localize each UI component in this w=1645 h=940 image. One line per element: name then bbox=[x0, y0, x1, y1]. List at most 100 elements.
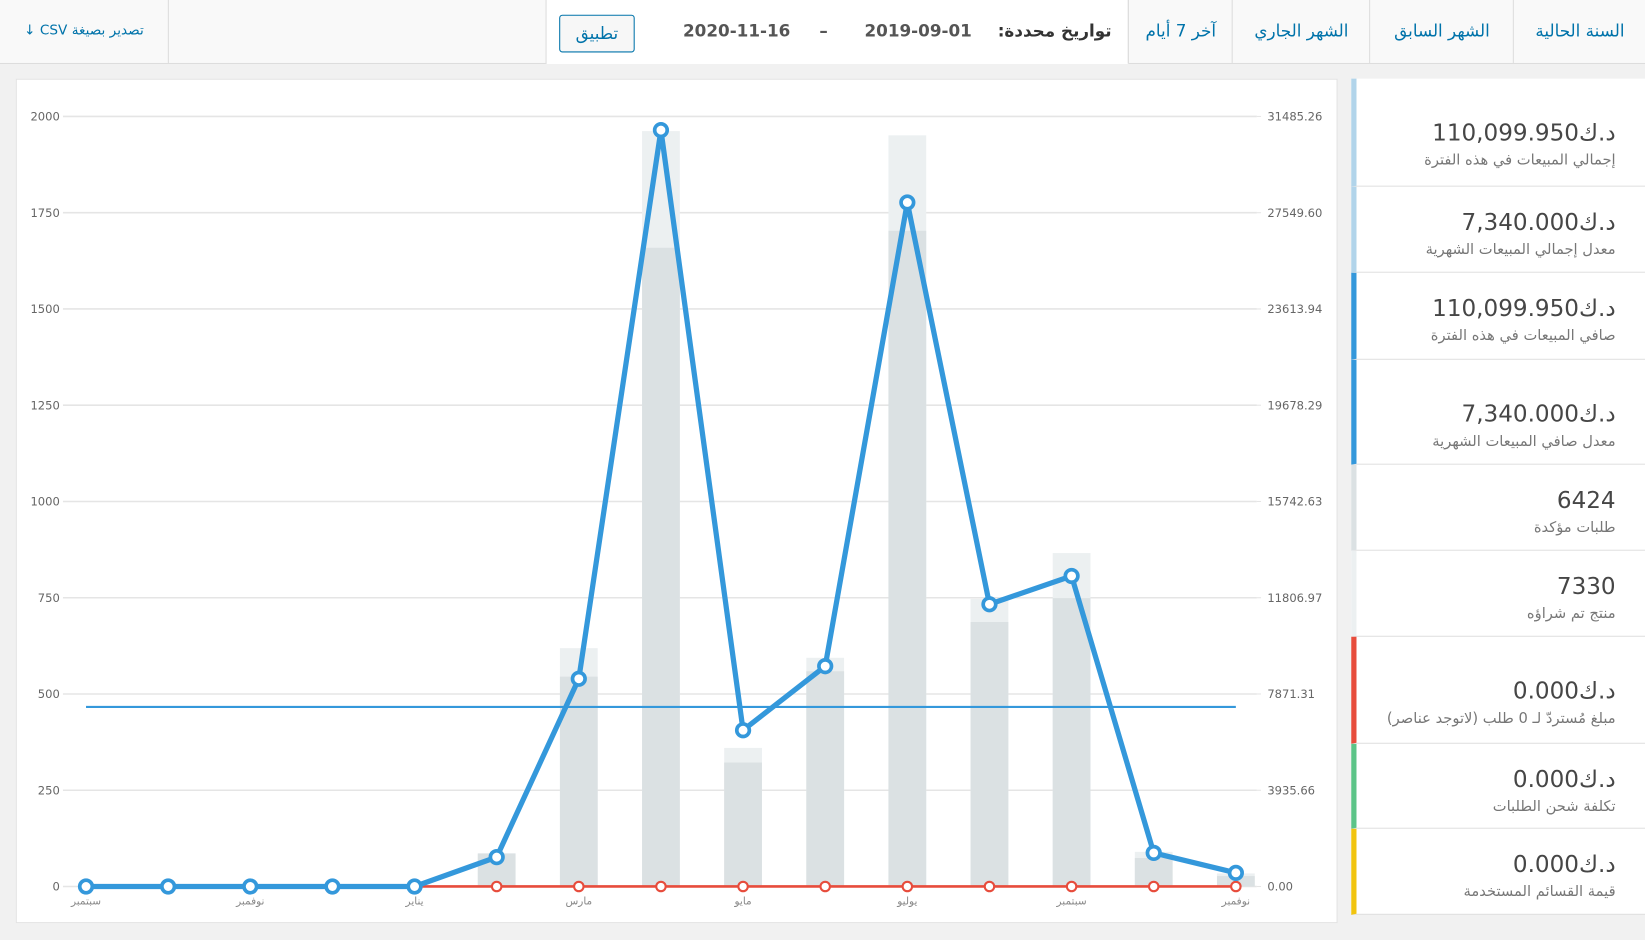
y2-tick-label: 7871.31 bbox=[1267, 687, 1315, 701]
y-tick-label: 0 bbox=[52, 880, 59, 894]
y-tick-label: 500 bbox=[38, 687, 60, 701]
point bbox=[1227, 864, 1244, 881]
legend-label: مبلغ مُستردّ لـ 0 طلب (لاتوجد عناصر) bbox=[1386, 710, 1616, 728]
range-tab[interactable]: الشهر السابق bbox=[1369, 0, 1514, 63]
custom-range: تطبيق 2020-11-16 – 2019-09-01 تواريخ محد… bbox=[545, 0, 1129, 64]
range-separator: – bbox=[819, 20, 828, 41]
x-tick-label: نوفمبر bbox=[1221, 895, 1250, 907]
point bbox=[1147, 880, 1160, 893]
bar bbox=[806, 671, 845, 887]
point bbox=[983, 880, 996, 893]
legend-amount: 6424 bbox=[1556, 487, 1616, 515]
legend-item[interactable]: د.ك0.000 مبلغ مُستردّ لـ 0 طلب (لاتوجد عن… bbox=[1351, 636, 1645, 744]
legend-label: معدل صافي المبيعات الشهرية bbox=[1432, 433, 1616, 451]
x-tick-label: سبتمبر bbox=[70, 895, 101, 907]
legend-amount: د.ك0.000 bbox=[1512, 851, 1616, 879]
y-tick-label: 750 bbox=[38, 591, 60, 605]
export-label[interactable]: تصدير بصيغة CSV bbox=[39, 23, 144, 39]
end-date[interactable]: 2020-11-16 bbox=[682, 20, 791, 41]
legend-amount: د.ك7,340.000 bbox=[1461, 209, 1616, 237]
legend-amount: د.ك110,099.950 bbox=[1432, 120, 1616, 147]
export-csv[interactable]: تصدير بصيغة CSV ↓ bbox=[0, 0, 169, 63]
point bbox=[1063, 567, 1080, 585]
y-tick-label: 1500 bbox=[30, 302, 59, 316]
bar bbox=[888, 230, 927, 887]
y2-tick-label: 19678.29 bbox=[1267, 398, 1322, 412]
legend-item[interactable]: د.ك0.000 قيمة القسائم المستخدمة bbox=[1351, 828, 1645, 915]
legend-item[interactable]: د.ك110,099.950 صافي المبيعات في هذه الفتر… bbox=[1351, 272, 1645, 360]
point bbox=[899, 194, 916, 211]
x-tick-label: سبتمبر bbox=[1056, 895, 1087, 907]
y2-tick-label: 27549.60 bbox=[1267, 206, 1322, 220]
x-tick-label: مارس bbox=[565, 895, 592, 907]
y2-tick-label: 11806.97 bbox=[1267, 591, 1322, 605]
legend-amount: د.ك0.000 bbox=[1512, 766, 1616, 794]
custom-label: تواريخ محددة: bbox=[997, 20, 1112, 41]
legend-label: قيمة القسائم المستخدمة bbox=[1463, 883, 1616, 901]
y2-tick-label: 15742.63 bbox=[1267, 495, 1322, 509]
y-tick-label: 1000 bbox=[30, 495, 59, 509]
legend-sidebar: د.ك110,099.950 إجمالي المبيعات في هذه الف… bbox=[1351, 78, 1645, 915]
point bbox=[488, 848, 505, 866]
bar bbox=[970, 621, 1009, 887]
legend-item[interactable]: د.ك7,340.000 معدل صافي المبيعات الشهرية bbox=[1351, 359, 1645, 465]
point bbox=[1230, 880, 1242, 893]
legend-item[interactable]: د.ك7,340.000 معدل إجمالي المبيعات الشهرية bbox=[1351, 186, 1645, 273]
bar bbox=[724, 762, 762, 887]
legend-item[interactable]: د.ك110,099.950 إجمالي المبيعات في هذه الف… bbox=[1351, 78, 1645, 187]
bar bbox=[1052, 598, 1091, 887]
start-date[interactable]: 2019-09-01 bbox=[864, 20, 972, 41]
legend-label: إجمالي المبيعات في هذه الفترة bbox=[1424, 152, 1616, 169]
point bbox=[160, 878, 177, 895]
point bbox=[77, 878, 95, 895]
point bbox=[737, 880, 749, 893]
point bbox=[655, 880, 667, 893]
bar bbox=[642, 247, 680, 887]
range-tab[interactable]: الشهر الجاري bbox=[1231, 0, 1370, 63]
legend-label: معدل إجمالي المبيعات الشهرية bbox=[1425, 241, 1616, 259]
x-tick-label: مايو bbox=[733, 895, 751, 907]
point bbox=[901, 880, 914, 893]
legend-amount: د.ك7,340.000 bbox=[1461, 401, 1616, 429]
legend-label: تكلفة شحن الطلبات bbox=[1492, 798, 1616, 816]
point bbox=[573, 880, 585, 893]
y2-tick-label: 23613.94 bbox=[1267, 302, 1322, 316]
legend-label: طلبات مؤكدة bbox=[1533, 519, 1616, 537]
point bbox=[734, 722, 752, 739]
range-tab[interactable]: السنة الحالية bbox=[1512, 0, 1645, 63]
range-tab[interactable]: آخر 7 أيام bbox=[1127, 0, 1233, 63]
y-tick-label: 1750 bbox=[30, 206, 59, 220]
legend-item[interactable]: د.ك0.000 تكلفة شحن الطلبات bbox=[1351, 743, 1645, 829]
legend-amount: 7330 bbox=[1556, 573, 1616, 601]
apply-button[interactable]: تطبيق bbox=[559, 14, 635, 53]
x-tick-label: يوليو bbox=[896, 895, 917, 907]
legend-item[interactable]: 7330 منتج تم شراؤه bbox=[1351, 550, 1645, 637]
point bbox=[490, 880, 503, 893]
y2-tick-label: 0.00 bbox=[1267, 880, 1293, 894]
x-tick-label: يناير bbox=[405, 895, 424, 907]
point bbox=[242, 878, 259, 895]
y2-tick-label: 3935.66 bbox=[1267, 783, 1315, 797]
point bbox=[570, 670, 587, 687]
point bbox=[819, 880, 831, 893]
point bbox=[406, 878, 423, 895]
point bbox=[817, 658, 834, 675]
legend-label: صافي المبيعات في هذه الفترة bbox=[1430, 327, 1616, 345]
y2-tick-label: 31485.26 bbox=[1267, 110, 1322, 124]
point bbox=[324, 878, 341, 895]
legend-item[interactable]: 6424 طلبات مؤكدة bbox=[1351, 464, 1645, 551]
point bbox=[1065, 880, 1078, 893]
legend-label: منتج تم شراؤه bbox=[1526, 605, 1616, 623]
y-tick-label: 2000 bbox=[30, 110, 59, 124]
y-tick-label: 1250 bbox=[30, 398, 59, 412]
point bbox=[981, 596, 998, 613]
point bbox=[652, 121, 670, 139]
legend-amount: د.ك0.000 bbox=[1512, 678, 1616, 706]
point bbox=[1145, 844, 1162, 862]
y-tick-label: 250 bbox=[38, 783, 60, 797]
x-tick-label: نوفمبر bbox=[235, 895, 264, 907]
range-bar: تصدير بصيغة CSV ↓ تطبيق 2020-11-16 – 201… bbox=[0, 0, 1645, 64]
chart: 0 250 500 750 1000 1250 1500 1750 2000 0.00 3935.6… bbox=[30, 110, 1322, 908]
